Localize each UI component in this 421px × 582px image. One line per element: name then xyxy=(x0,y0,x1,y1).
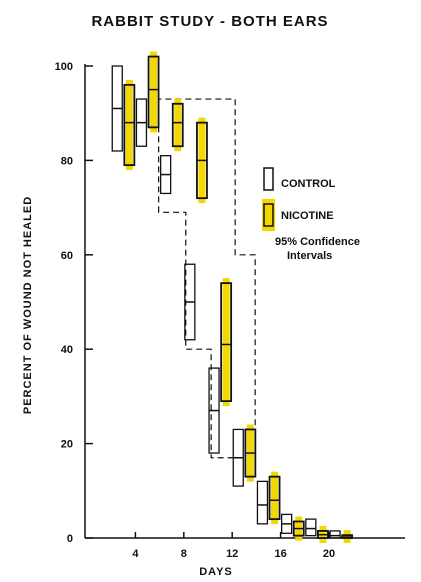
x-tick-label: 8 xyxy=(181,548,187,560)
nicotine-interval-box xyxy=(268,475,281,521)
y-tick-label: 60 xyxy=(61,250,73,262)
x-tick-label: 4 xyxy=(132,548,139,560)
nicotine-band xyxy=(271,471,279,525)
nicotine-interval-box xyxy=(171,102,184,148)
nicotine-interval-box xyxy=(123,83,136,167)
legend-swatch-nicotine-band xyxy=(262,199,275,231)
nicotine-interval-box xyxy=(147,55,160,129)
legend-label-control: CONTROL xyxy=(281,178,336,190)
y-axis-label: PERCENT OF WOUND NOT HEALED xyxy=(22,196,34,414)
y-tick-label: 40 xyxy=(61,344,73,356)
nicotine-band xyxy=(174,98,182,152)
legend-swatch-nicotine xyxy=(263,203,274,227)
plot-area: 0 20 40 60 80 100 4 8 12 16 20 xyxy=(55,51,405,560)
dashed-envelope xyxy=(158,98,256,459)
nicotine-band xyxy=(125,79,133,171)
y-tick-label: 80 xyxy=(61,155,73,167)
nicotine-interval-box xyxy=(220,282,233,403)
x-axis-label: DAYS xyxy=(199,566,233,578)
legend-note-line1: 95% Confidence xyxy=(275,236,360,248)
legend-label-nicotine: NICOTINE xyxy=(281,210,334,222)
legend-swatch-control xyxy=(263,167,274,191)
control-interval-box xyxy=(329,530,341,539)
y-tick-label: 20 xyxy=(61,439,73,451)
legend-note-line2: Intervals xyxy=(287,250,332,262)
y-tick-label: 100 xyxy=(55,61,73,73)
x-tick-label: 12 xyxy=(226,548,238,560)
nicotine-band xyxy=(222,278,230,407)
control-interval-box xyxy=(256,480,269,525)
y-tick-label: 0 xyxy=(67,533,73,545)
control-interval-box xyxy=(305,518,317,537)
legend: CONTROL NICOTINE 95% Confidence Interval… xyxy=(262,167,360,262)
chart-title: RABBIT STUDY - BOTH EARS xyxy=(91,13,328,30)
x-tick-label: 20 xyxy=(323,548,335,560)
x-tick-label: 16 xyxy=(274,548,286,560)
nicotine-band xyxy=(150,51,158,133)
